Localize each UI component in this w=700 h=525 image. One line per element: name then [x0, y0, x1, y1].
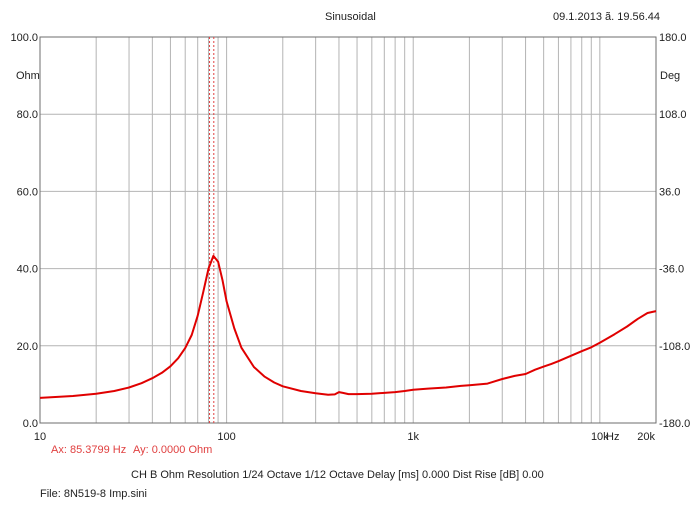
x-tick-label: 100: [217, 431, 235, 443]
y-tick-label: 80.0: [17, 109, 38, 121]
y2-tick-label: -108.0: [659, 341, 690, 353]
y2-tick-label: -36.0: [659, 264, 684, 276]
y2-tick-labels: 180.0 108.0 36.0 -36.0 -108.0 -180.0: [659, 32, 690, 430]
cursor-lines: [209, 37, 215, 423]
y2-tick-label: 180.0: [659, 32, 687, 44]
y-tick-label: 40.0: [17, 264, 38, 276]
y2-axis-unit: Deg: [660, 70, 680, 82]
y-tick-label: 0.0: [23, 418, 38, 430]
impedance-curve: [39, 254, 657, 399]
y2-tick-label: 36.0: [659, 186, 680, 198]
x-tick-label: 1k: [407, 431, 419, 443]
x-tick-labels: 10 100 1k 10k 20k: [34, 431, 656, 443]
cursor-y-readout: Ay: 0.0000 Ohm: [133, 444, 213, 456]
y-tick-labels: 100.0 80.0 60.0 40.0 20.0 0.0: [10, 32, 38, 430]
x-grid: [95, 37, 601, 423]
plot-frame: [39, 36, 657, 424]
y-grid: [40, 113, 656, 347]
y2-tick-label: -180.0: [659, 418, 690, 430]
y-tick-label: 60.0: [17, 186, 38, 198]
measurement-info: CH B Ohm Resolution 1/24 Octave 1/12 Oct…: [131, 469, 544, 481]
x-tick-label: 20k: [637, 431, 655, 443]
cursor-x-readout: Ax: 85.3799 Hz: [51, 444, 127, 456]
file-name: File: 8N519-8 Imp.sini: [40, 488, 147, 500]
y-axis-unit: Ohm: [16, 70, 40, 82]
chart-title: Sinusoidal: [325, 11, 376, 23]
y-tick-label: 20.0: [17, 341, 38, 353]
x-tick-label: 10: [34, 431, 46, 443]
x-tick-label: 10k: [591, 431, 609, 443]
timestamp: 09.1.2013 ã. 19.56.44: [553, 11, 661, 23]
y2-tick-label: 108.0: [659, 109, 687, 121]
x-axis-unit: Hz: [606, 431, 619, 443]
y-tick-label: 100.0: [10, 32, 38, 44]
